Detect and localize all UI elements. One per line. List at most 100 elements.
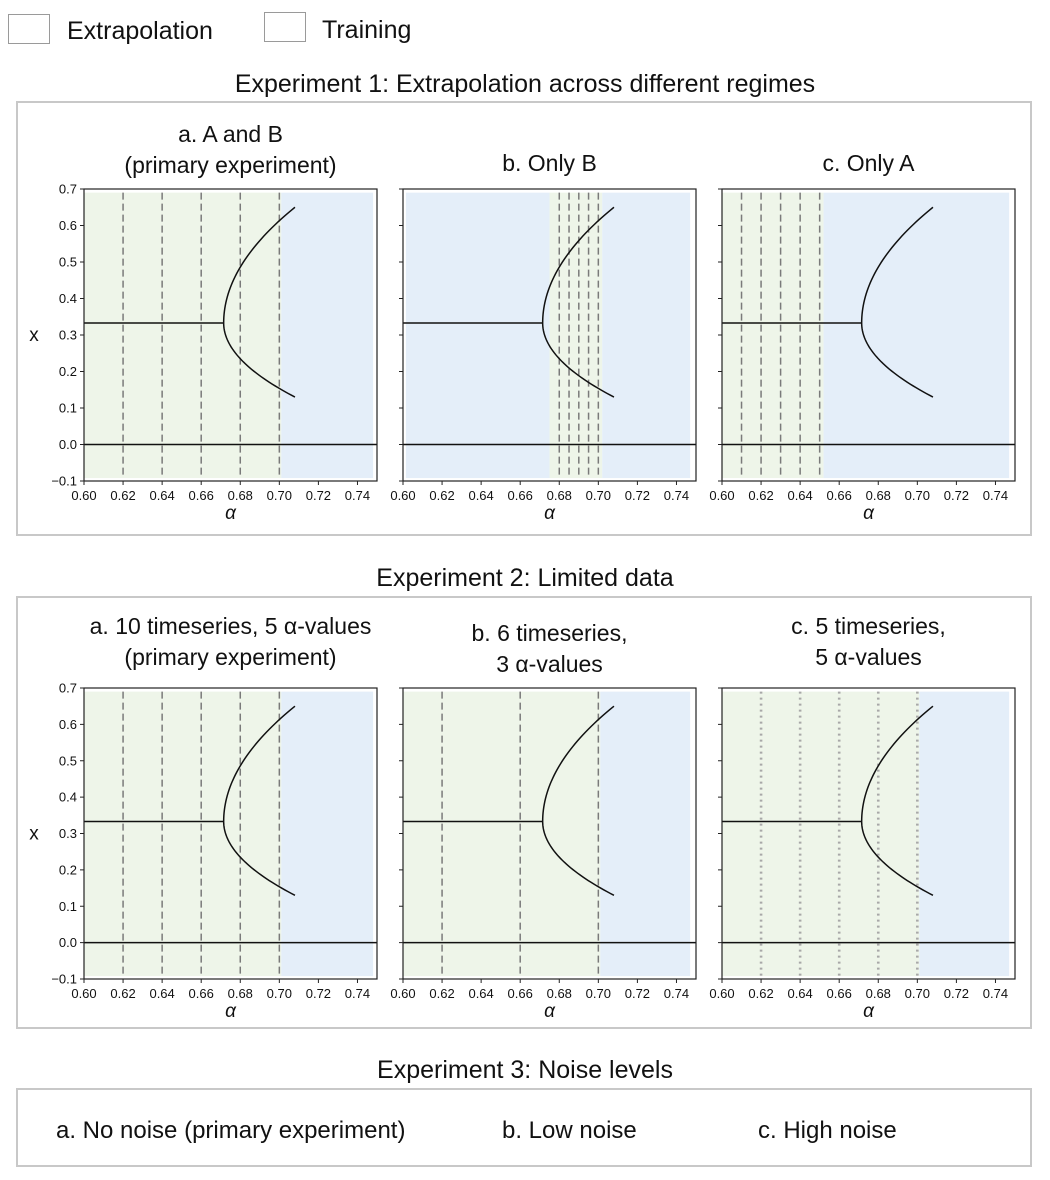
subplot-title: c. Only A bbox=[704, 148, 1034, 179]
region-extrapolation bbox=[281, 192, 374, 479]
subplot-title: b. Only B bbox=[385, 148, 715, 179]
x-tick-label: 0.62 bbox=[110, 986, 135, 1001]
lower-branch-curve bbox=[222, 821, 296, 897]
subplot-exp1-a: 0.60 0.62 0.64 0.66 0.68 0.70 0.72 0.74 −0.1 0.0 0… bbox=[29, 182, 378, 524]
experiment-1-title: Experiment 1: Extrapolation across diffe… bbox=[234, 70, 816, 98]
y-tick-label: 0.6 bbox=[59, 218, 77, 233]
x-tick-label: 0.60 bbox=[709, 488, 734, 503]
x-tick-label: 0.64 bbox=[468, 488, 493, 503]
subplot-exp1-c: 0.60 0.62 0.64 0.66 0.68 0.70 0.72 0.74 α bbox=[709, 188, 1016, 524]
x-tick-label: 0.62 bbox=[429, 986, 454, 1001]
x-tick-label: 0.72 bbox=[306, 488, 331, 503]
upper-branch-curve bbox=[860, 206, 934, 323]
region-extrapolation bbox=[281, 691, 374, 977]
subplot-exp1-b: 0.60 0.62 0.64 0.66 0.68 0.70 0.72 0.74 α bbox=[390, 188, 697, 524]
y-axis-label: x bbox=[29, 325, 39, 346]
x-tick-label: 0.68 bbox=[228, 488, 253, 503]
subplot-title-line: b. 6 timeseries, bbox=[471, 620, 628, 646]
lower-branch-curve bbox=[541, 821, 615, 897]
subplot-title-line: c. 5 timeseries, bbox=[791, 613, 946, 639]
subplot-title-line: a. 10 timeseries, 5 α-values bbox=[89, 613, 372, 639]
x-tick-label: 0.70 bbox=[905, 488, 930, 503]
lower-branch-curve bbox=[860, 322, 934, 398]
y-tick-label: 0.0 bbox=[59, 935, 77, 950]
experiment-3-frame bbox=[16, 1088, 1032, 1167]
x-tick-label: 0.62 bbox=[748, 488, 773, 503]
y-tick-label: 0.2 bbox=[59, 862, 77, 877]
y-tick-label: 0.1 bbox=[59, 401, 77, 416]
lower-branch-curve bbox=[222, 322, 296, 398]
region-training bbox=[722, 691, 920, 977]
subplot-title-line: c. Only A bbox=[822, 150, 915, 176]
upper-branch-curve bbox=[541, 206, 615, 323]
x-tick-label: 0.70 bbox=[586, 986, 611, 1001]
subplot-exp2-c: 0.60 0.62 0.64 0.66 0.68 0.70 0.72 0.74 α bbox=[709, 687, 1016, 1022]
y-axis-label: x bbox=[29, 824, 39, 845]
y-tick-label: 0.1 bbox=[59, 899, 77, 914]
subplot-title-line: (primary experiment) bbox=[124, 152, 337, 178]
y-tick-label: 0.3 bbox=[59, 826, 77, 841]
x-tick-label: 0.70 bbox=[905, 986, 930, 1001]
experiment-2-frame bbox=[16, 596, 1032, 1029]
x-tick-label: 0.72 bbox=[625, 986, 650, 1001]
x-tick-label: 0.60 bbox=[71, 488, 96, 503]
noise-label-high: c. High noise bbox=[758, 1117, 897, 1144]
y-tick-label: 0.7 bbox=[59, 681, 77, 696]
subplot-title-line: 3 α-values bbox=[496, 651, 603, 677]
x-tick-label: 0.72 bbox=[944, 488, 969, 503]
x-tick-label: 0.64 bbox=[149, 986, 174, 1001]
noise-label-low: b. Low noise bbox=[502, 1117, 637, 1144]
x-tick-label: 0.66 bbox=[508, 488, 533, 503]
x-tick-label: 0.60 bbox=[390, 986, 415, 1001]
region-extrapolation bbox=[602, 192, 691, 479]
subplot-title: b. 6 timeseries, 3 α-values bbox=[385, 618, 715, 680]
y-tick-label: 0.5 bbox=[59, 753, 77, 768]
x-tick-label: 0.72 bbox=[306, 986, 331, 1001]
upper-branch-curve bbox=[860, 705, 934, 822]
x-tick-label: 0.74 bbox=[983, 488, 1008, 503]
x-tick-label: 0.66 bbox=[508, 986, 533, 1001]
experiment-1-frame bbox=[16, 101, 1032, 536]
x-tick-label: 0.66 bbox=[827, 986, 852, 1001]
subplot-exp2-a: 0.60 0.62 0.64 0.66 0.68 0.70 0.72 0.74 −0.1 0.0 0… bbox=[29, 681, 378, 1022]
x-tick-label: 0.74 bbox=[664, 986, 689, 1001]
x-tick-label: 0.70 bbox=[267, 986, 292, 1001]
region-extrapolation bbox=[600, 691, 691, 977]
experiment-2-title: Experiment 2: Limited data bbox=[376, 564, 674, 592]
y-tick-label: 0.4 bbox=[59, 291, 77, 306]
x-tick-label: 0.72 bbox=[944, 986, 969, 1001]
subplot-title: a. 10 timeseries, 5 α-values (primary exp… bbox=[66, 611, 396, 673]
x-tick-label: 0.70 bbox=[586, 488, 611, 503]
x-tick-label: 0.60 bbox=[390, 488, 415, 503]
region-training bbox=[84, 192, 282, 479]
x-tick-label: 0.66 bbox=[189, 986, 214, 1001]
y-tick-label: 0.3 bbox=[59, 328, 77, 343]
experiment-3-title: Experiment 3: Noise levels bbox=[377, 1056, 673, 1084]
x-tick-label: 0.62 bbox=[429, 488, 454, 503]
subplot-title: c. 5 timeseries, 5 α-values bbox=[704, 611, 1034, 673]
x-axis-label: α bbox=[225, 1001, 237, 1022]
x-axis-label: α bbox=[544, 503, 556, 524]
x-axis-label: α bbox=[225, 503, 237, 524]
upper-branch-curve bbox=[222, 705, 296, 822]
x-axis-label: α bbox=[544, 1001, 556, 1022]
region-training bbox=[403, 691, 601, 977]
noise-label-none: a. No noise (primary experiment) bbox=[56, 1117, 406, 1144]
subplot-title-line: b. Only B bbox=[502, 150, 597, 176]
subplot-title-line: 5 α-values bbox=[815, 644, 922, 670]
y-tick-label: 0.0 bbox=[59, 437, 77, 452]
x-tick-label: 0.64 bbox=[149, 488, 174, 503]
x-tick-label: 0.60 bbox=[709, 986, 734, 1001]
subplot-exp2-b: 0.60 0.62 0.64 0.66 0.68 0.70 0.72 0.74 α bbox=[390, 687, 697, 1022]
y-tick-label: −0.1 bbox=[51, 972, 77, 987]
y-tick-label: 0.7 bbox=[59, 182, 77, 197]
region-extrapolation bbox=[405, 192, 550, 479]
subplot-title-line: a. A and B bbox=[178, 121, 283, 147]
subplot-title: a. A and B (primary experiment) bbox=[66, 119, 396, 181]
x-tick-label: 0.64 bbox=[468, 986, 493, 1001]
region-training bbox=[722, 192, 824, 479]
y-tick-label: 0.6 bbox=[59, 717, 77, 732]
x-tick-label: 0.68 bbox=[547, 986, 572, 1001]
x-tick-label: 0.68 bbox=[866, 488, 891, 503]
lower-branch-curve bbox=[860, 821, 934, 897]
